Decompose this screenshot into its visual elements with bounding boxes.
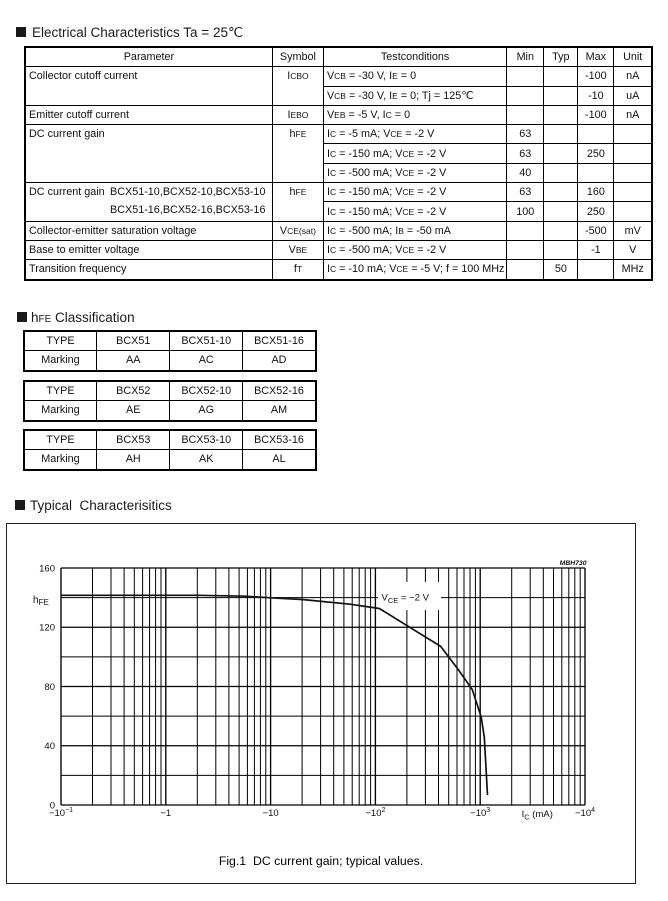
svg-text:IC (mA): IC (mA) xyxy=(522,809,553,822)
svg-text:−104: −104 xyxy=(575,807,595,819)
svg-text:hFE: hFE xyxy=(33,595,49,607)
svg-text:−1: −1 xyxy=(160,808,171,819)
svg-text:MBH730: MBH730 xyxy=(560,560,587,567)
svg-text:40: 40 xyxy=(44,741,55,752)
svg-text:−10: −10 xyxy=(263,808,279,819)
svg-text:160: 160 xyxy=(39,563,55,574)
svg-text:−10−1: −10−1 xyxy=(49,807,73,819)
svg-text:80: 80 xyxy=(44,682,55,693)
svg-text:−103: −103 xyxy=(470,807,490,819)
svg-text:120: 120 xyxy=(39,623,55,634)
svg-text:0: 0 xyxy=(50,800,55,811)
svg-text:−102: −102 xyxy=(365,807,385,819)
svg-text:VCE = −2 V: VCE = −2 V xyxy=(382,593,430,606)
